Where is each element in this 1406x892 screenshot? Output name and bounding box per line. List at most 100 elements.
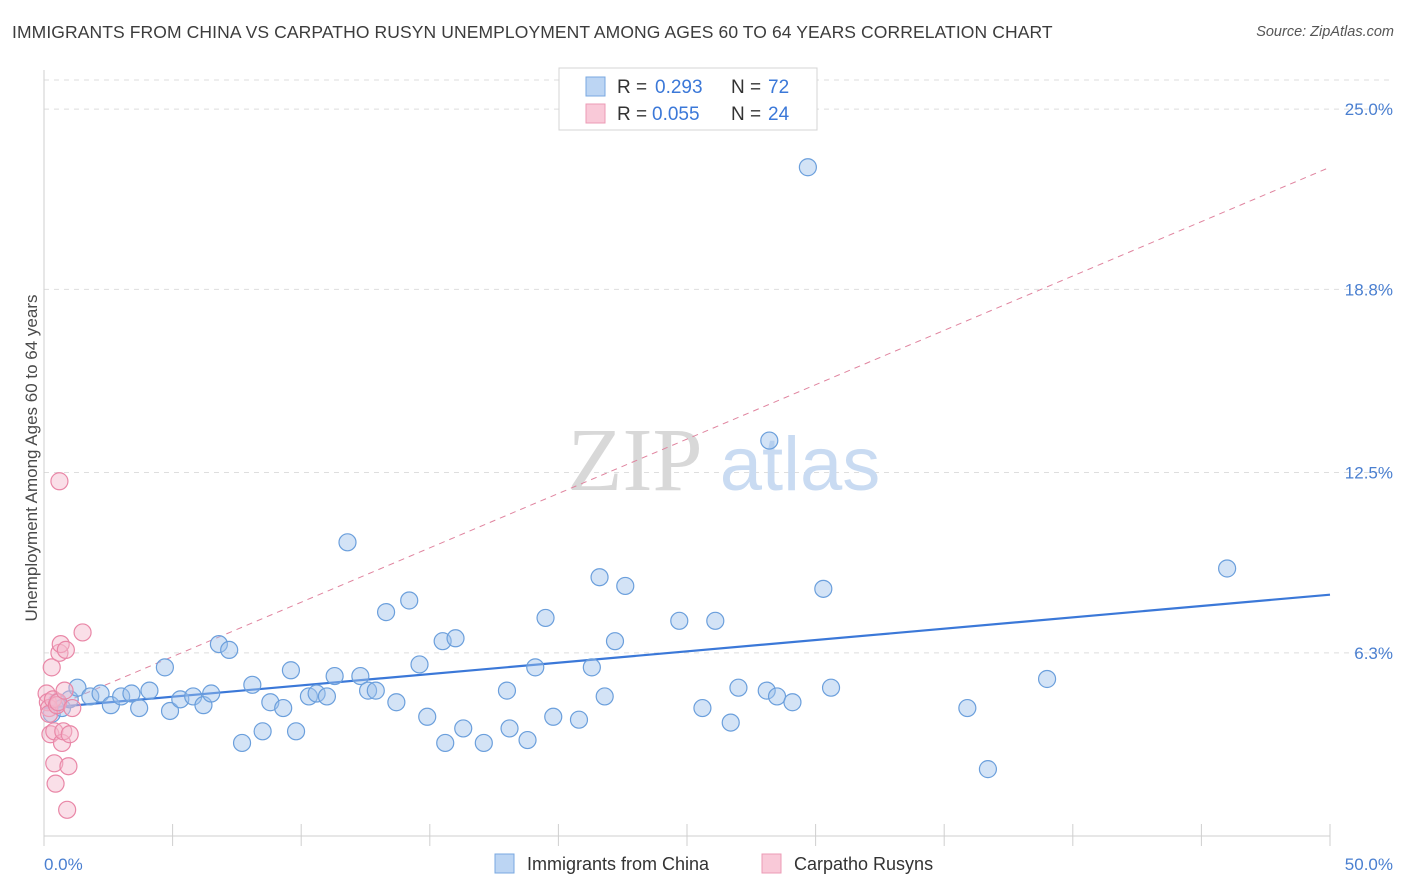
- point-china: [446, 629, 465, 648]
- series-legend-swatch-blue: [494, 853, 515, 874]
- legend-blue-n-value: 72: [768, 77, 789, 98]
- legend-pink-r-value: 0.055: [652, 104, 700, 125]
- point-china: [122, 684, 141, 703]
- x-tick-min: 0.0%: [44, 855, 83, 874]
- y-tick-label: 25.0%: [1345, 100, 1393, 119]
- point-rusyn: [60, 725, 79, 744]
- point-rusyn: [46, 774, 65, 793]
- point-china: [526, 658, 545, 677]
- point-china: [253, 722, 272, 741]
- point-rusyn: [56, 640, 75, 660]
- point-china: [693, 698, 712, 718]
- point-rusyn: [55, 681, 74, 700]
- legend-pink-n-label: N =: [731, 104, 761, 125]
- point-china: [536, 608, 555, 628]
- y-axis-label: Unemployment Among Ages 60 to 64 years: [22, 295, 41, 622]
- point-china: [798, 158, 817, 177]
- point-china: [616, 576, 635, 596]
- point-rusyn: [59, 757, 78, 776]
- point-rusyn: [63, 698, 82, 718]
- point-rusyn: [50, 472, 69, 491]
- point-china: [569, 710, 589, 729]
- point-rusyn: [73, 623, 92, 642]
- point-china: [400, 591, 419, 610]
- point-china: [410, 655, 429, 674]
- series-legend-swatch-pink: [761, 853, 782, 874]
- legend-swatch-blue: [585, 76, 606, 97]
- point-china: [155, 658, 174, 677]
- x-tick-max: 50.0%: [1345, 855, 1393, 874]
- point-china: [91, 684, 110, 703]
- point-china: [1218, 559, 1237, 578]
- point-china: [112, 687, 131, 706]
- point-china: [670, 611, 689, 630]
- point-china: [281, 661, 301, 680]
- trend-line-pink: [43, 166, 1331, 712]
- series-legend: Immigrants from China Carpatho Rusyns: [494, 853, 933, 874]
- trend-line-blue: [43, 593, 1331, 710]
- point-china: [605, 632, 625, 651]
- point-rusyn: [45, 754, 64, 773]
- point-china: [474, 733, 493, 753]
- data-points: [37, 158, 1237, 819]
- point-china: [497, 681, 517, 700]
- point-china: [160, 701, 180, 721]
- point-china: [140, 681, 159, 700]
- point-china: [232, 733, 252, 753]
- point-china: [202, 684, 221, 703]
- point-china: [518, 730, 537, 750]
- point-china: [418, 707, 437, 726]
- point-china: [325, 666, 344, 686]
- legend-pink-r-label: R =: [617, 104, 647, 125]
- point-china: [130, 698, 149, 718]
- point-china: [338, 533, 357, 552]
- y-tick-label: 18.8%: [1345, 280, 1393, 299]
- point-china: [1037, 669, 1057, 689]
- correlation-legend: R = 0.293 N = 72 R = 0.055 N = 24: [558, 67, 818, 131]
- source-label: Source: ZipAtlas.com: [1256, 24, 1394, 40]
- legend-swatch-pink: [585, 103, 606, 124]
- y-tick-label: 6.3%: [1354, 644, 1393, 663]
- point-china: [729, 678, 748, 697]
- series-legend-pink-label: Carpatho Rusyns: [794, 854, 933, 874]
- point-china: [307, 684, 326, 703]
- point-china: [706, 611, 725, 630]
- point-china: [721, 713, 740, 732]
- point-china: [209, 634, 228, 654]
- point-china: [351, 666, 370, 686]
- series-legend-blue-label: Immigrants from China: [527, 854, 710, 874]
- point-china: [286, 722, 306, 741]
- point-china: [436, 733, 455, 753]
- point-rusyn: [42, 658, 61, 677]
- y-tick-label: 12.5%: [1345, 464, 1393, 483]
- point-china: [544, 707, 563, 726]
- watermark-zip: ZIP: [568, 411, 703, 510]
- point-china: [454, 719, 473, 738]
- point-china: [760, 431, 779, 450]
- point-china: [767, 687, 787, 706]
- point-china: [317, 687, 337, 706]
- gridlines: [44, 79, 1393, 654]
- watermark-atlas: atlas: [720, 422, 881, 507]
- point-china: [500, 719, 519, 738]
- point-china: [376, 603, 396, 622]
- point-china: [595, 687, 614, 706]
- legend-pink-n-value: 24: [768, 104, 790, 125]
- point-rusyn: [58, 800, 77, 819]
- point-china: [783, 693, 802, 712]
- point-china: [958, 698, 977, 718]
- point-china: [978, 760, 998, 779]
- point-china: [220, 640, 239, 660]
- point-china: [814, 579, 833, 598]
- point-rusyn: [51, 634, 70, 654]
- point-china: [358, 681, 378, 700]
- point-china: [590, 568, 609, 587]
- chart-title: IMMIGRANTS FROM CHINA VS CARPATHO RUSYN …: [12, 22, 1053, 42]
- point-china: [366, 681, 385, 700]
- legend-blue-r-label: R =: [617, 77, 647, 98]
- legend-blue-n-label: N =: [731, 77, 761, 98]
- point-china: [387, 693, 406, 712]
- point-china: [582, 658, 601, 677]
- point-china: [243, 675, 262, 694]
